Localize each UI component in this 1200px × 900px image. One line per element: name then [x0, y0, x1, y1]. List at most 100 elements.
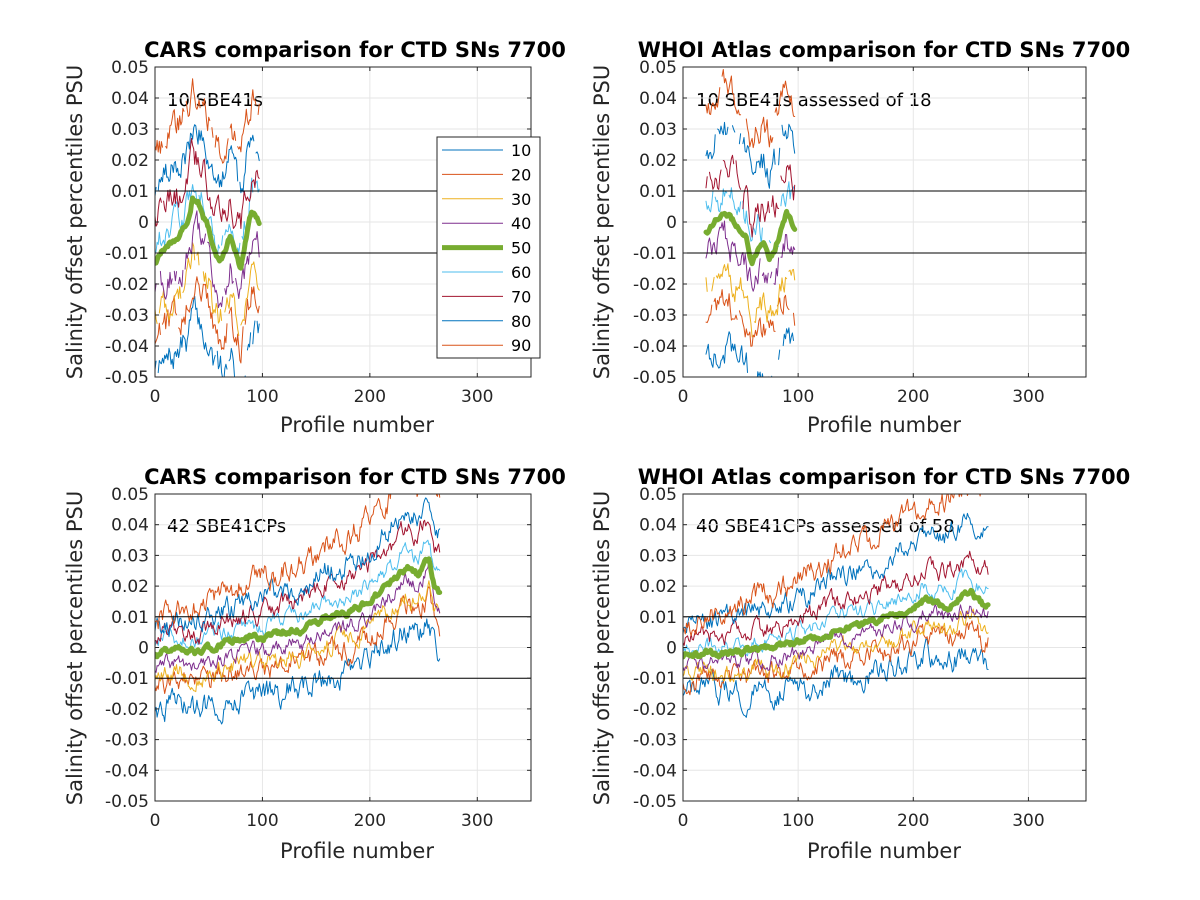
- series-line-p40: [683, 604, 989, 671]
- sensor-count-annotation: 42 SBE41CPs: [167, 516, 286, 537]
- y-tick-label: -0.03: [633, 731, 677, 751]
- series-line-p50: [683, 587, 991, 660]
- x-tick-label: 300: [1012, 811, 1044, 831]
- panel-title: WHOI Atlas comparison for CTD SNs 7700: [638, 38, 1131, 62]
- series-line-p30: [705, 263, 796, 338]
- y-tick-label: 0.02: [639, 577, 677, 597]
- y-tick-label: 0.04: [639, 89, 677, 109]
- y-tick-label: -0.05: [105, 792, 149, 812]
- series-line-p60: [683, 568, 989, 657]
- y-tick-label: -0.01: [105, 244, 149, 264]
- series-line-p10: [155, 295, 260, 377]
- series-line-p70: [155, 137, 260, 229]
- legend-label-70: 70: [511, 287, 531, 306]
- y-tick-label: 0.02: [639, 151, 677, 171]
- x-tick-label: 100: [246, 387, 278, 407]
- y-tick-label: -0.02: [633, 275, 677, 295]
- series-line-p80: [683, 512, 989, 634]
- y-tick-label: 0.01: [639, 182, 677, 202]
- series-line-p50: [155, 556, 443, 660]
- panel-cars-sbe41cp: CARS comparison for CTD SNs 7700 Salinit…: [63, 465, 566, 863]
- series-line-p30: [155, 580, 441, 693]
- panel-whoi-sbe41cp: WHOI Atlas comparison for CTD SNs 7700 S…: [590, 465, 1130, 863]
- legend-label-90: 90: [511, 336, 531, 355]
- series-line-p80: [155, 124, 260, 197]
- series-line-p30: [155, 242, 260, 336]
- y-tick-label: -0.04: [633, 761, 677, 781]
- legend-label-10: 10: [511, 141, 531, 160]
- series-line-p60: [155, 539, 441, 653]
- series-line-p70: [683, 550, 989, 646]
- series-line-p80: [705, 121, 796, 189]
- y-tick-label: 0.02: [111, 577, 149, 597]
- series-line-p70: [705, 154, 796, 238]
- y-axis-label: Salinity offset percentiles PSU: [590, 65, 614, 379]
- series-line-p70: [155, 519, 441, 645]
- y-tick-label: -0.01: [105, 669, 149, 689]
- y-tick-label: -0.02: [633, 700, 677, 720]
- y-tick-label: 0.01: [639, 608, 677, 628]
- y-tick-label: -0.04: [633, 337, 677, 357]
- legend-label-40: 40: [511, 214, 531, 233]
- series-line-p40: [705, 220, 796, 292]
- x-axis-label: Profile number: [807, 413, 961, 437]
- y-tick-label: 0: [666, 639, 677, 659]
- x-tick-label: 200: [897, 387, 929, 407]
- series-line-p10: [683, 638, 989, 718]
- series-line-p20: [155, 586, 441, 694]
- y-tick-label: 0.05: [639, 485, 677, 505]
- series-line-p50: [155, 195, 262, 271]
- panel-whoi-sbe41: WHOI Atlas comparison for CTD SNs 7700 S…: [590, 38, 1130, 437]
- x-tick-label: 300: [461, 387, 493, 407]
- y-tick-label: -0.03: [633, 306, 677, 326]
- series-line-p90: [155, 78, 260, 164]
- y-tick-label: 0.04: [639, 516, 677, 536]
- x-axis-label: Profile number: [280, 413, 434, 437]
- series-group: [683, 494, 991, 718]
- y-tick-label: -0.02: [105, 275, 149, 295]
- series-line-p40: [155, 210, 260, 309]
- legend-label-20: 20: [511, 165, 531, 184]
- series-group: [703, 69, 798, 377]
- y-tick-label: 0.01: [111, 182, 149, 202]
- y-tick-label: -0.03: [105, 731, 149, 751]
- y-tick-label: 0.03: [639, 120, 677, 140]
- y-tick-label: -0.01: [633, 669, 677, 689]
- x-axis-label: Profile number: [807, 839, 961, 863]
- series-line-p10: [705, 327, 794, 377]
- x-tick-label: 100: [782, 811, 814, 831]
- y-tick-label: 0.03: [111, 546, 149, 566]
- series-line-p50: [703, 208, 798, 267]
- series-line-p90: [683, 494, 984, 637]
- panel-title: CARS comparison for CTD SNs 7700: [144, 465, 566, 489]
- y-tick-label: -0.03: [105, 306, 149, 326]
- x-tick-label: 300: [1012, 387, 1044, 407]
- series-line-p30: [683, 608, 989, 683]
- x-tick-label: 0: [150, 811, 161, 831]
- y-tick-label: 0.04: [111, 89, 149, 109]
- legend: 10 20 30 40 50 60 70 80 90: [436, 136, 541, 359]
- x-tick-label: 0: [678, 387, 689, 407]
- y-tick-label: 0.01: [111, 608, 149, 628]
- y-tick-label: -0.05: [105, 368, 149, 388]
- legend-label-30: 30: [511, 190, 531, 209]
- y-tick-label: 0: [666, 213, 677, 233]
- y-tick-label: -0.02: [105, 700, 149, 720]
- y-tick-label: -0.05: [633, 792, 677, 812]
- series-line-p90: [155, 494, 441, 630]
- series-group: [155, 78, 262, 377]
- series-line-p20: [705, 289, 796, 347]
- series-group: [155, 494, 443, 725]
- x-tick-label: 200: [354, 387, 386, 407]
- x-tick-label: 100: [782, 387, 814, 407]
- x-tick-label: 0: [678, 811, 689, 831]
- x-tick-label: 300: [461, 811, 493, 831]
- x-tick-label: 200: [354, 811, 386, 831]
- sensor-count-annotation: 10 SBE41s: [167, 90, 263, 111]
- series-line-p60: [155, 177, 260, 262]
- sensor-count-annotation: 40 SBE41CPs assessed of 58: [696, 516, 955, 537]
- x-tick-label: 100: [246, 811, 278, 831]
- x-tick-label: 0: [150, 387, 161, 407]
- y-tick-label: -0.05: [633, 368, 677, 388]
